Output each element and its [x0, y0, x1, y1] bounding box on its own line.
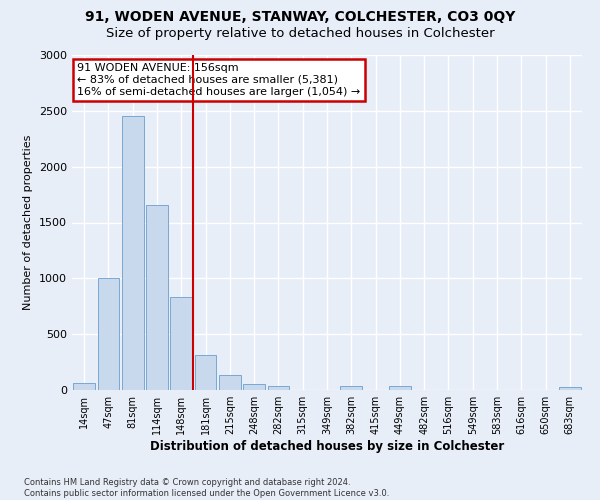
Bar — [389, 386, 411, 390]
Bar — [268, 386, 289, 390]
Bar — [73, 384, 95, 390]
Text: Contains HM Land Registry data © Crown copyright and database right 2024.
Contai: Contains HM Land Registry data © Crown c… — [24, 478, 389, 498]
Text: Size of property relative to detached houses in Colchester: Size of property relative to detached ho… — [106, 28, 494, 40]
Y-axis label: Number of detached properties: Number of detached properties — [23, 135, 34, 310]
Bar — [243, 384, 265, 390]
Bar — [559, 386, 581, 390]
Bar — [122, 116, 143, 390]
X-axis label: Distribution of detached houses by size in Colchester: Distribution of detached houses by size … — [150, 440, 504, 453]
Bar — [97, 278, 119, 390]
Bar — [340, 386, 362, 390]
Text: 91, WODEN AVENUE, STANWAY, COLCHESTER, CO3 0QY: 91, WODEN AVENUE, STANWAY, COLCHESTER, C… — [85, 10, 515, 24]
Bar — [170, 298, 192, 390]
Bar — [219, 376, 241, 390]
Text: 91 WODEN AVENUE: 156sqm
← 83% of detached houses are smaller (5,381)
16% of semi: 91 WODEN AVENUE: 156sqm ← 83% of detache… — [77, 64, 361, 96]
Bar — [146, 204, 168, 390]
Bar — [194, 356, 217, 390]
